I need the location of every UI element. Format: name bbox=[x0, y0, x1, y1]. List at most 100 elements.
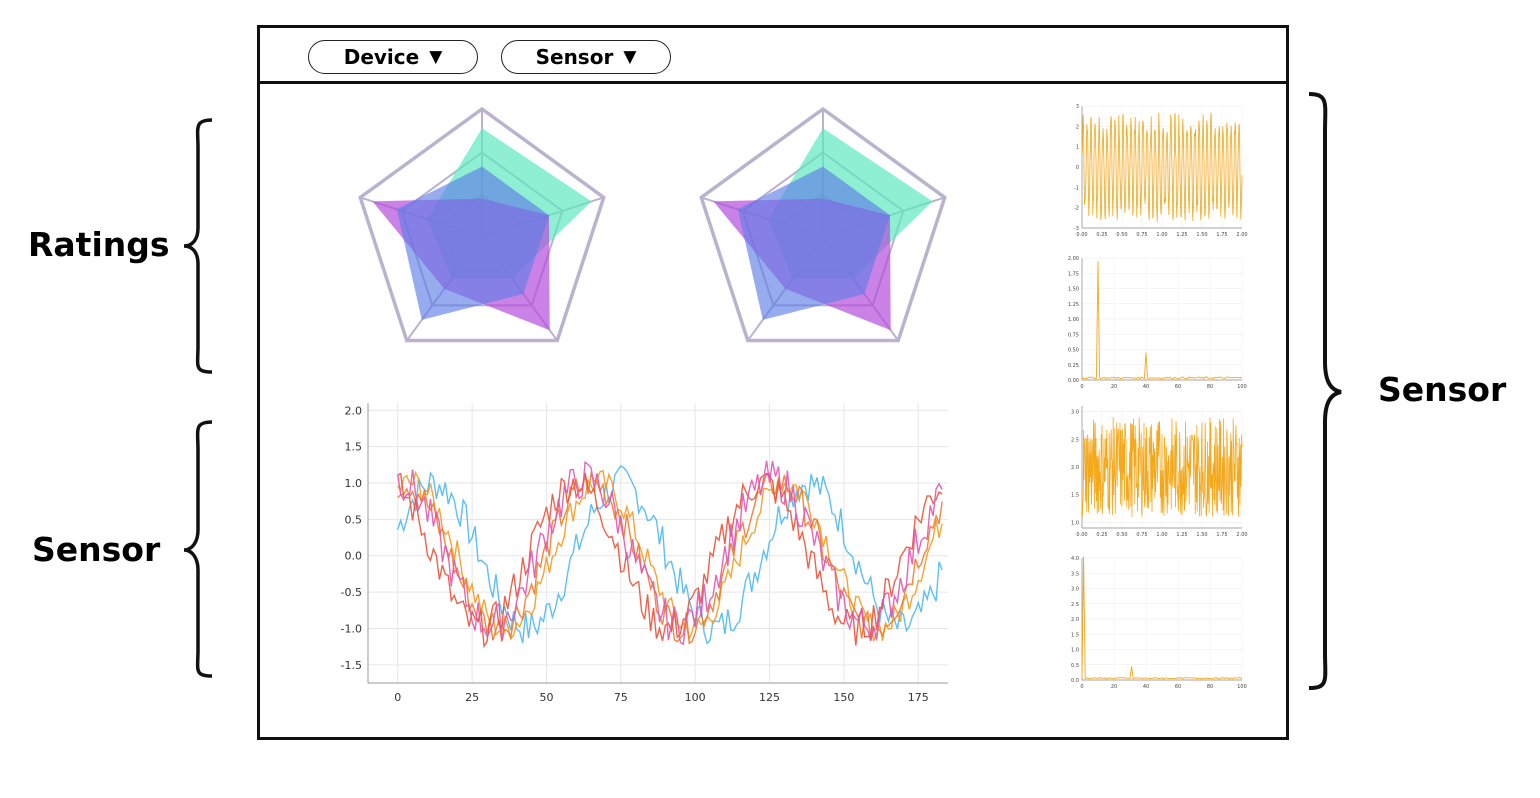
mini-y-tick-label: 0.00 bbox=[1068, 378, 1079, 384]
mini-y-tick-label: 1.5 bbox=[1071, 632, 1079, 638]
mini-y-tick-label: 1.25 bbox=[1068, 302, 1079, 308]
mini-y-tick-label: 0 bbox=[1076, 165, 1079, 171]
mini-y-tick-label: 4.0 bbox=[1071, 556, 1079, 562]
triangle-down-icon: ▼ bbox=[429, 47, 443, 67]
x-tick-label: 75 bbox=[614, 691, 628, 704]
mini-x-tick-label: 0.25 bbox=[1096, 232, 1107, 238]
x-tick-label: 50 bbox=[539, 691, 553, 704]
mini-y-tick-label: 1.5 bbox=[1071, 493, 1079, 499]
sensor-series-line bbox=[397, 460, 943, 646]
sensor-annotation-label-left: Sensor bbox=[32, 530, 161, 569]
x-tick-label: 100 bbox=[685, 691, 706, 704]
mini-y-tick-label: 1.75 bbox=[1068, 271, 1079, 277]
mini-chart-spectrum-1: 0 20 40 60 80 100 2.00 1.75 1.50 1.25 1.00 0.75 0.50… bbox=[1068, 256, 1247, 390]
x-tick-label: 125 bbox=[759, 691, 780, 704]
radar-series-area bbox=[737, 166, 890, 320]
mini-x-tick-label: 0.00 bbox=[1076, 232, 1087, 238]
mini-x-tick-label: 20 bbox=[1111, 384, 1117, 390]
mini-y-tick-label: 0.75 bbox=[1068, 332, 1079, 338]
mini-x-tick-label: 2.00 bbox=[1236, 532, 1247, 538]
sensor-line-chart: 0 25 50 75 100 125 150 175 2.0 1.5 1.0 0.5 0.0 -0.5 -1… bbox=[341, 403, 948, 704]
mini-x-tick-label: 1.50 bbox=[1196, 232, 1207, 238]
mini-y-tick-label: 2.0 bbox=[1071, 617, 1079, 623]
mini-chart-time-signal-1: 0.00 0.25 0.50 0.75 1.00 1.25 1.50 1.75 2.00 3 2 1 0… bbox=[1074, 104, 1248, 238]
y-tick-label: 0.0 bbox=[345, 550, 363, 563]
sensor-brace-left bbox=[183, 420, 213, 678]
mini-y-tick-label: 0.0 bbox=[1071, 678, 1079, 684]
mini-x-tick-label: 60 bbox=[1175, 384, 1181, 390]
device-dropdown-label: Device bbox=[343, 45, 420, 69]
mini-x-tick-label: 1.75 bbox=[1216, 532, 1227, 538]
mini-chart-spectrum-2: 0 20 40 60 80 100 4.0 3.5 3.0 2.5 2.0 1.5 1.0 0.5 0.0 bbox=[1071, 556, 1247, 690]
sensor-annotation-label-right: Sensor bbox=[1378, 370, 1507, 409]
mini-y-tick-label: -2 bbox=[1074, 206, 1079, 212]
ratings-annotation-label: Ratings bbox=[28, 225, 170, 264]
mini-y-tick-label: 1.50 bbox=[1068, 287, 1079, 293]
mini-y-tick-label: 3.0 bbox=[1071, 410, 1079, 416]
radar-chart-1 bbox=[358, 106, 606, 343]
mini-x-tick-label: 0.50 bbox=[1116, 532, 1127, 538]
radar-series-area bbox=[396, 166, 549, 320]
y-tick-label: -1.0 bbox=[341, 622, 362, 635]
mini-y-tick-label: 1 bbox=[1076, 145, 1079, 151]
sensor-series-line bbox=[397, 472, 943, 649]
mini-y-tick-label: 2.0 bbox=[1071, 465, 1079, 471]
x-tick-label: 0 bbox=[394, 691, 401, 704]
mini-x-tick-label: 0.25 bbox=[1096, 532, 1107, 538]
sensor-series-line bbox=[397, 469, 943, 642]
mini-signal-line bbox=[1081, 112, 1243, 222]
sensor-brace-right bbox=[1308, 92, 1342, 690]
device-dropdown[interactable]: Device ▼ bbox=[308, 40, 478, 74]
radar-grid-ring bbox=[699, 106, 947, 343]
x-tick-label: 150 bbox=[833, 691, 854, 704]
sensor-dropdown[interactable]: Sensor ▼ bbox=[501, 40, 671, 74]
mini-y-tick-label: 1.0 bbox=[1071, 520, 1079, 526]
mini-x-tick-label: 0 bbox=[1080, 684, 1083, 690]
mini-x-tick-label: 1.25 bbox=[1176, 532, 1187, 538]
mini-y-tick-label: 0.50 bbox=[1068, 348, 1079, 354]
mini-y-tick-label: 2.5 bbox=[1071, 437, 1079, 443]
mini-x-tick-label: 1.75 bbox=[1216, 232, 1227, 238]
mini-x-tick-label: 1.25 bbox=[1176, 232, 1187, 238]
mini-y-tick-label: 1.00 bbox=[1068, 317, 1079, 323]
toolbar: Device ▼ Sensor ▼ bbox=[260, 28, 1286, 84]
mini-y-tick-label: -1 bbox=[1074, 185, 1079, 191]
ratings-brace bbox=[183, 118, 213, 374]
sensor-series-line bbox=[397, 465, 943, 645]
dashboard-frame: Device ▼ Sensor ▼ bbox=[257, 25, 1289, 740]
mini-y-tick-label: 0.25 bbox=[1068, 363, 1079, 369]
mini-x-tick-label: 40 bbox=[1143, 384, 1149, 390]
mini-spectrum-line bbox=[1081, 261, 1242, 380]
x-tick-label: 175 bbox=[908, 691, 929, 704]
mini-x-tick-label: 100 bbox=[1237, 684, 1247, 690]
radar-grid-ring bbox=[358, 106, 606, 343]
y-tick-label: -0.5 bbox=[341, 586, 362, 599]
mini-x-tick-label: 1.00 bbox=[1156, 532, 1167, 538]
mini-y-tick-label: 3 bbox=[1076, 104, 1079, 110]
mini-x-tick-label: 0.75 bbox=[1136, 232, 1147, 238]
mini-x-tick-label: 1.50 bbox=[1196, 532, 1207, 538]
y-tick-label: 0.5 bbox=[345, 513, 363, 526]
mini-x-tick-label: 1.00 bbox=[1156, 232, 1167, 238]
mini-x-tick-label: 60 bbox=[1175, 684, 1181, 690]
mini-x-tick-label: 0.75 bbox=[1136, 532, 1147, 538]
sensor-dropdown-label: Sensor bbox=[535, 45, 614, 69]
mini-x-tick-label: 0.50 bbox=[1116, 232, 1127, 238]
mini-y-tick-label: 1.0 bbox=[1071, 648, 1079, 654]
radar-chart-2 bbox=[699, 106, 947, 343]
x-tick-label: 25 bbox=[465, 691, 479, 704]
mini-x-tick-label: 2.00 bbox=[1236, 232, 1247, 238]
mini-y-tick-label: -3 bbox=[1074, 226, 1079, 232]
mini-spectrum-line bbox=[1081, 556, 1243, 680]
mini-y-tick-label: 3.0 bbox=[1071, 587, 1079, 593]
mini-x-tick-label: 20 bbox=[1111, 684, 1117, 690]
mini-y-tick-label: 2 bbox=[1076, 124, 1079, 130]
mini-x-tick-label: 0.00 bbox=[1076, 532, 1087, 538]
mini-y-tick-label: 3.5 bbox=[1071, 571, 1079, 577]
mini-signal-line bbox=[1081, 417, 1243, 517]
mini-y-tick-label: 2.5 bbox=[1071, 602, 1079, 608]
y-tick-label: 1.5 bbox=[345, 441, 363, 454]
triangle-down-icon: ▼ bbox=[623, 47, 637, 67]
y-tick-label: 1.0 bbox=[345, 477, 363, 490]
mini-x-tick-label: 80 bbox=[1207, 384, 1213, 390]
